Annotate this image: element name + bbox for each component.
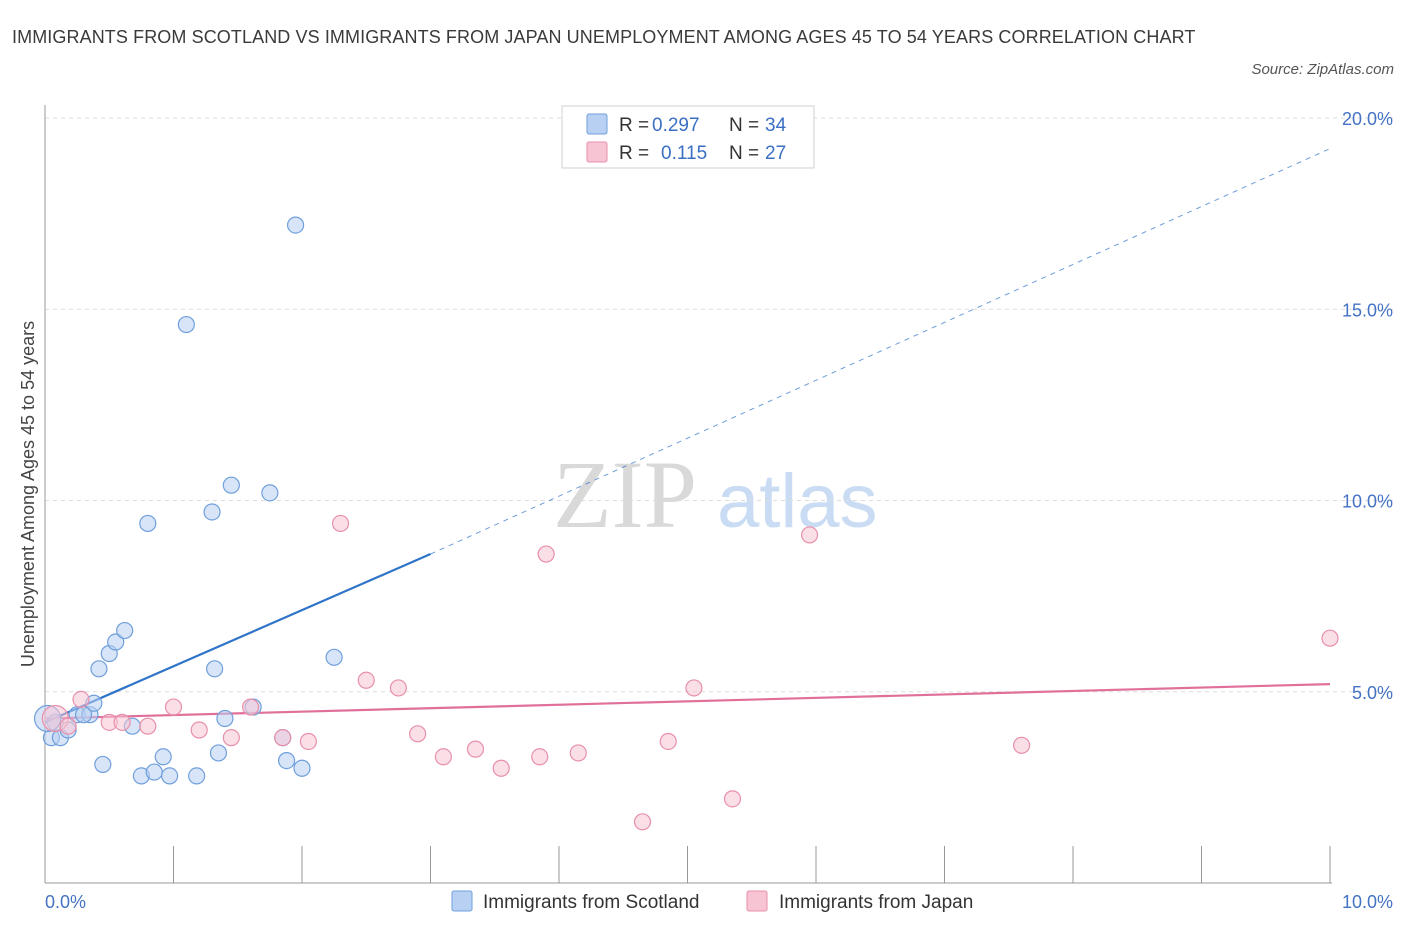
bottom-legend-swatch-scotland (451, 890, 473, 912)
scotland-point-15 (154, 748, 172, 766)
y-tick-label-2: 15.0% (1342, 300, 1393, 320)
trend-lines (44, 148, 1331, 724)
scotland-point-18 (188, 767, 206, 785)
y-tick-label-3: 20.0% (1342, 109, 1393, 129)
scotland-trend-extension (430, 148, 1331, 555)
japan-point-18 (492, 759, 510, 777)
japan-point-22 (633, 813, 652, 831)
scotland-point-22 (216, 709, 234, 728)
japan-point-2 (72, 690, 90, 709)
scotland-point-16 (161, 767, 179, 785)
japan-point-5 (139, 717, 157, 735)
x-tick-label-min: 0.0% (45, 892, 86, 912)
japan-point-9 (242, 698, 260, 716)
bottom-legend-label-japan: Immigrants from Japan (779, 892, 973, 913)
scotland-point-9 (107, 633, 125, 651)
grid-lines (45, 117, 1395, 693)
legend-r-label-japan: R = (619, 143, 649, 164)
y-axis-label: Unemployment Among Ages 45 to 54 years (18, 321, 38, 667)
japan-point-28 (1321, 629, 1339, 647)
japan-point-10 (274, 729, 292, 747)
scotland-point-13 (139, 514, 157, 533)
legend-swatch-japan (586, 141, 608, 163)
bottom-legend-label-scotland: Immigrants from Scotland (483, 892, 699, 913)
japan-point-1 (59, 717, 77, 735)
x-tick-label-max: 10.0% (1342, 892, 1393, 912)
scotland-point-27 (277, 751, 296, 770)
japan-point-25 (723, 790, 742, 808)
legend-n-value-scotland: 34 (765, 115, 787, 136)
source-label: Source: ZipAtlas.com (1251, 61, 1394, 78)
japan-point-23 (659, 732, 677, 751)
data-points (33, 216, 1339, 831)
japan-point-4 (113, 713, 131, 731)
watermark-zip: ZIP (553, 441, 697, 548)
legend-n-label-japan: N = (729, 143, 759, 164)
legend-n-value-japan: 27 (765, 143, 786, 164)
japan-point-15 (409, 725, 427, 743)
legend-r-value-japan: 0.115 (661, 143, 707, 164)
legend-r-label-scotland: R = (619, 115, 649, 136)
japan-point-21 (569, 744, 587, 762)
tick-labels: 5.0% 10.0% 15.0% 20.0% 0.0% 10.0% (45, 109, 1393, 912)
scotland-point-20 (206, 660, 224, 678)
scotland-point-29 (293, 759, 311, 777)
chart-title: IMMIGRANTS FROM SCOTLAND VS IMMIGRANTS F… (12, 27, 1196, 47)
axes (44, 105, 1332, 884)
scotland-point-30 (325, 648, 343, 666)
bottom-legend-swatch-japan (746, 890, 768, 912)
japan-point-20 (537, 545, 555, 563)
legend-swatch-scotland (586, 113, 608, 135)
japan-point-19 (531, 748, 549, 766)
scotland-point-17 (177, 315, 195, 334)
japan-point-7 (190, 721, 208, 739)
japan-point-6 (164, 698, 183, 716)
scotland-point-21 (209, 744, 228, 762)
stats-legend: R = 0.297 N = 34 R = 0.115 N = 27 (561, 105, 815, 169)
japan-point-26 (800, 526, 819, 544)
japan-point-13 (357, 671, 375, 689)
japan-point-12 (331, 514, 350, 533)
watermark-atlas: atlas (717, 459, 878, 544)
scotland-point-28 (286, 216, 305, 234)
y-tick-label-1: 10.0% (1342, 492, 1393, 512)
legend-n-label-scotland: N = (729, 115, 759, 136)
scotland-point-25 (261, 484, 279, 502)
scotland-point-10 (116, 621, 134, 640)
scotland-point-14 (145, 763, 163, 781)
japan-point-14 (389, 679, 407, 697)
japan-point-24 (685, 679, 703, 697)
scotland-point-6 (90, 660, 108, 678)
scotland-point-19 (203, 503, 221, 521)
japan-point-11 (299, 732, 318, 751)
japan-point-17 (466, 740, 485, 758)
legend-r-value-scotland: 0.297 (652, 115, 700, 136)
scotland-point-23 (222, 476, 240, 494)
scotland-trend-line (44, 553, 431, 724)
y-tick-label-0: 5.0% (1352, 683, 1393, 703)
series-legend: Immigrants from Scotland Immigrants from… (451, 890, 973, 913)
scotland-point-7 (94, 755, 112, 774)
japan-point-27 (1012, 736, 1031, 754)
japan-point-8 (222, 729, 240, 747)
japan-point-16 (434, 748, 452, 766)
scotland-point-31 (74, 706, 93, 724)
